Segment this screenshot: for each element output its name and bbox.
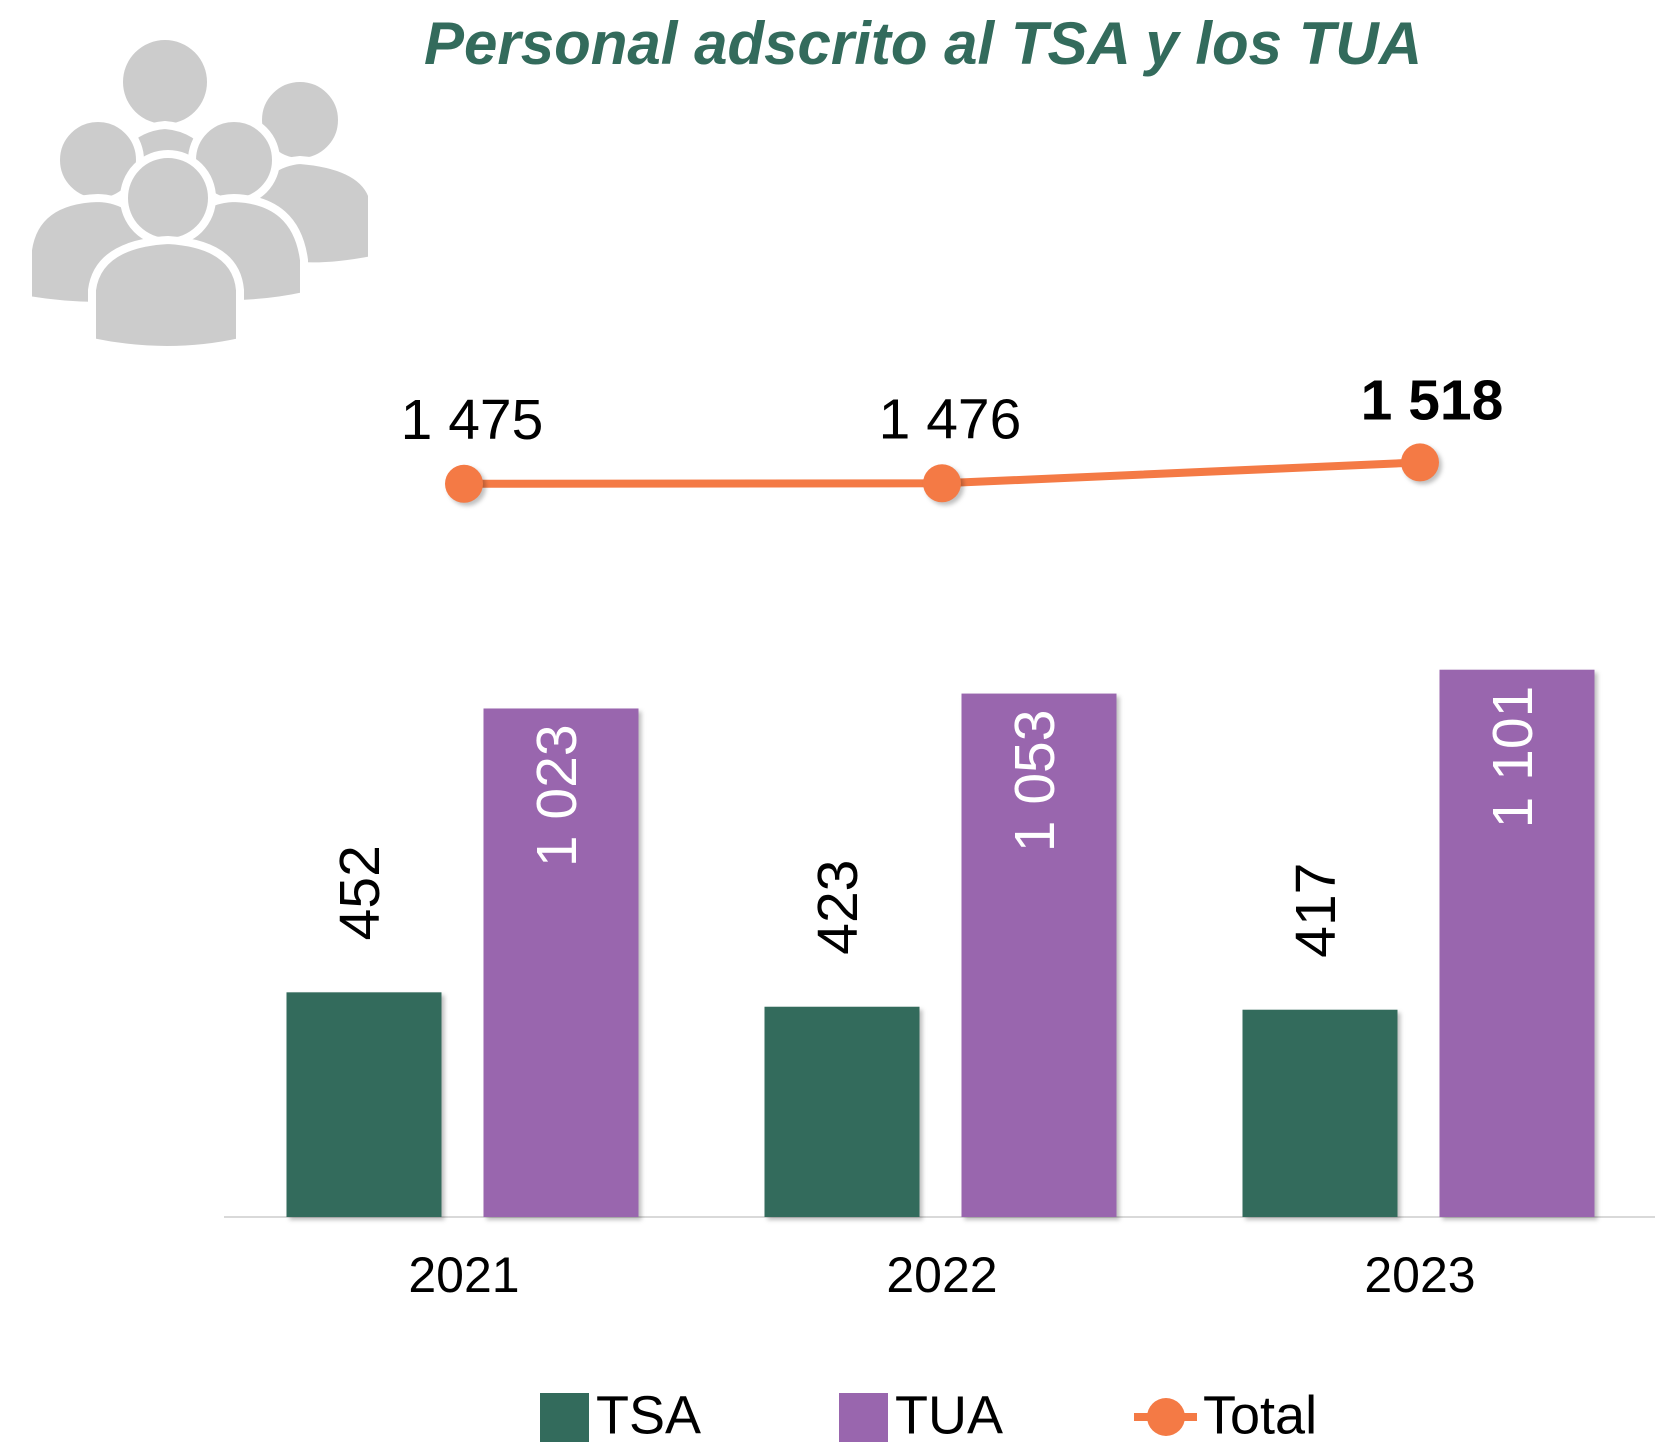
x-tick-label: 2023	[1364, 1247, 1475, 1303]
legend-swatch	[540, 1393, 589, 1442]
data-label: 452	[328, 845, 392, 940]
bar	[764, 1006, 920, 1217]
bar	[483, 708, 639, 1217]
legend-swatch	[839, 1393, 888, 1442]
legend-label: TSA	[596, 1385, 701, 1444]
bar	[1242, 1009, 1398, 1217]
line-point	[1401, 443, 1439, 482]
legend-label: TUA	[895, 1385, 1003, 1444]
data-label: 1 476	[879, 387, 1022, 451]
bar	[961, 693, 1117, 1217]
x-tick-label: 2022	[886, 1247, 997, 1303]
legend-label: Total	[1203, 1385, 1317, 1444]
x-tick-label: 2021	[408, 1247, 519, 1303]
line-point	[923, 464, 961, 503]
bar	[286, 992, 442, 1217]
bar	[1439, 669, 1595, 1217]
people-icon	[24, 32, 376, 354]
line-point	[445, 464, 483, 503]
data-label: 1 053	[1003, 710, 1067, 853]
data-label: 1 023	[525, 724, 589, 867]
data-label: 423	[806, 860, 870, 955]
chart-title: Personal adscrito al TSA y los TUA	[424, 10, 1422, 77]
data-label: 1 475	[401, 388, 544, 452]
data-label: 1 101	[1481, 686, 1545, 829]
data-label: 417	[1284, 863, 1348, 958]
data-label: 1 518	[1361, 368, 1504, 432]
legend-swatch	[1147, 1398, 1185, 1436]
